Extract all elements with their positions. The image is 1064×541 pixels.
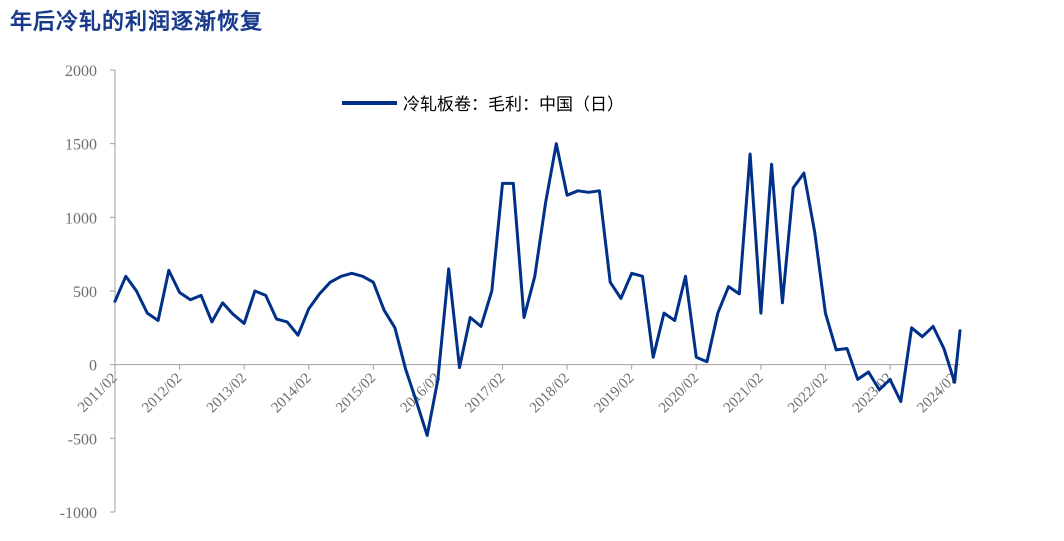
y-tick-label: 500 <box>73 284 97 301</box>
x-tick-label: 2022/02 <box>785 370 831 416</box>
x-tick-label: 2020/02 <box>656 370 702 416</box>
series-line <box>113 142 962 437</box>
y-tick-label: -500 <box>68 431 97 448</box>
y-tick-label: 2000 <box>65 63 97 80</box>
y-tick-label: 1000 <box>65 210 97 227</box>
y-tick-label: 1500 <box>65 137 97 154</box>
x-tick-label: 2019/02 <box>591 370 637 416</box>
legend: 冷轧板卷：毛利：中国（日） <box>342 95 624 115</box>
series-layer <box>113 142 962 437</box>
x-tick-label: 2014/02 <box>269 370 315 416</box>
x-tick-label: 2012/02 <box>139 370 185 416</box>
x-tick-label: 2018/02 <box>527 370 573 416</box>
x-tick-label: 2021/02 <box>721 370 767 416</box>
legend-label: 冷轧板卷：毛利：中国（日） <box>403 95 624 115</box>
y-axis: -1000 -500 0 500 1000 1500 2000 <box>60 63 116 522</box>
x-axis: 2011/02 2012/02 2013/02 2014/02 2015/02 2016/… <box>75 364 960 416</box>
y-tick-label: -1000 <box>60 505 97 522</box>
x-tick-label: 2017/02 <box>462 370 508 416</box>
x-tick-label: 2013/02 <box>204 370 250 416</box>
y-tick-label: 0 <box>89 358 97 375</box>
x-tick-label: 2011/02 <box>75 370 121 416</box>
x-tick-label: 2015/02 <box>333 370 379 416</box>
chart-title: 年后冷轧的利润逐渐恢复 <box>10 10 264 35</box>
